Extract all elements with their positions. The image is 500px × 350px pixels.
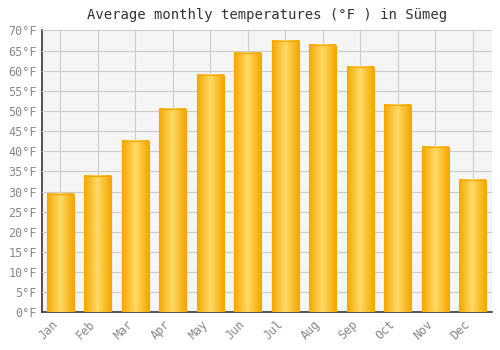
Title: Average monthly temperatures (°F ) in Sümeg: Average monthly temperatures (°F ) in Sü… xyxy=(86,8,446,22)
Bar xyxy=(234,52,262,313)
Bar xyxy=(460,180,486,313)
Bar xyxy=(160,109,186,313)
Bar xyxy=(272,41,299,313)
Bar xyxy=(310,44,336,313)
Bar xyxy=(47,194,74,313)
Bar xyxy=(347,67,374,313)
Bar xyxy=(122,141,149,313)
Bar xyxy=(84,175,112,313)
Bar xyxy=(422,147,449,313)
Bar xyxy=(197,75,224,313)
Bar xyxy=(384,105,411,313)
